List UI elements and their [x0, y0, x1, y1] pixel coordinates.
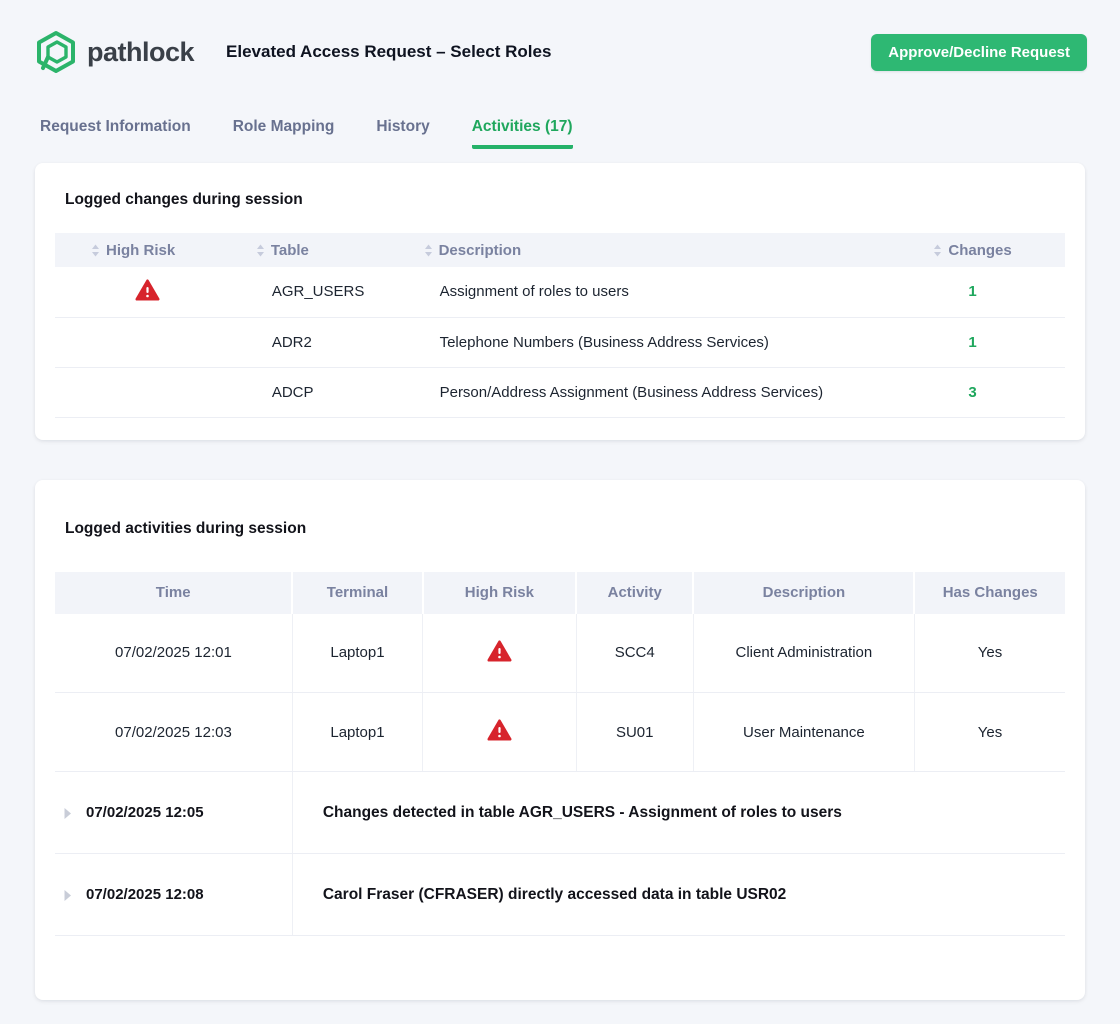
changes-header-high-risk[interactable]: High Risk: [55, 233, 240, 267]
high-risk-cell: [422, 613, 577, 693]
description-cell: Assignment of roles to users: [419, 267, 881, 318]
time-cell: 07/02/2025 12:03: [55, 692, 293, 772]
changes-header-changes[interactable]: Changes: [880, 233, 1065, 267]
table-name-cell: AGR_USERS: [239, 267, 420, 318]
event-time-label: 07/02/2025 12:05: [86, 804, 204, 821]
sort-icon: [91, 244, 100, 257]
event-message-cell[interactable]: Carol Fraser (CFRASER) directly accessed…: [291, 853, 1065, 936]
activities-header-high-risk: High Risk: [421, 571, 577, 614]
expand-chevron-right-icon[interactable]: [63, 889, 72, 902]
activities-header-description: Description: [692, 571, 915, 614]
high-risk-cell: [55, 267, 240, 318]
activities-header-activity: Activity: [575, 571, 694, 614]
logged-changes-table: High Risk Table: [55, 233, 1065, 418]
activity-code-cell: SCC4: [575, 613, 694, 693]
table-row: 07/02/2025 12:03 Laptop1 SU01 User Maint…: [55, 692, 1065, 772]
sort-icon: [933, 244, 942, 257]
logged-activities-card: Logged activities during session Time Te…: [35, 479, 1085, 1000]
changes-count-cell: 1: [880, 317, 1065, 368]
terminal-cell: Laptop1: [291, 613, 423, 693]
table-name-cell: ADR2: [239, 317, 420, 368]
terminal-cell: Laptop1: [291, 692, 423, 772]
event-time-label: 07/02/2025 12:08: [86, 886, 204, 903]
changes-count-cell: 3: [880, 367, 1065, 418]
changes-header-changes-label: Changes: [948, 241, 1012, 259]
high-risk-cell: [55, 367, 240, 418]
pathlock-logo: pathlock: [35, 30, 195, 74]
expand-chevron-right-icon[interactable]: [63, 807, 72, 820]
high-risk-cell: [422, 692, 577, 772]
time-cell: 07/02/2025 12:01: [55, 613, 293, 693]
changes-header-table[interactable]: Table: [239, 233, 420, 267]
high-risk-warning-icon: [135, 279, 160, 301]
logged-changes-card: Logged changes during session High Risk: [35, 163, 1085, 440]
changes-header-table-label: Table: [270, 241, 309, 259]
page-title: Elevated Access Request – Select Roles: [226, 42, 552, 61]
table-row: AGR_USERS Assignment of roles to users 1: [55, 267, 1065, 318]
description-cell: User Maintenance: [692, 692, 915, 772]
event-time-cell[interactable]: 07/02/2025 12:08: [55, 853, 293, 936]
logged-changes-title: Logged changes during session: [65, 191, 303, 208]
has-changes-cell: Yes: [913, 613, 1065, 693]
description-cell: Client Administration: [692, 613, 915, 693]
description-cell: Person/Address Assignment (Business Addr…: [419, 367, 881, 418]
activities-table-header-row: Time Terminal High Risk Activity Descrip…: [55, 571, 1065, 614]
tab-request-information[interactable]: Request Information: [40, 118, 191, 135]
table-row: 07/02/2025 12:01 Laptop1 SCC4 Client Adm…: [55, 613, 1065, 693]
logged-activities-title: Logged activities during session: [65, 519, 307, 537]
high-risk-cell: [55, 317, 240, 368]
tab-history[interactable]: History: [376, 118, 430, 135]
changes-header-description[interactable]: Description: [419, 233, 881, 267]
approve-decline-request-button[interactable]: Approve/Decline Request: [871, 33, 1087, 71]
table-row: ADR2 Telephone Numbers (Business Address…: [55, 317, 1065, 368]
event-time-cell[interactable]: 07/02/2025 12:05: [55, 771, 293, 854]
activities-header-terminal: Terminal: [291, 571, 423, 614]
table-row: ADCP Person/Address Assignment (Business…: [55, 367, 1065, 418]
logged-activities-table: Time Terminal High Risk Activity Descrip…: [55, 571, 1065, 936]
brand-name: pathlock: [87, 36, 195, 67]
has-changes-cell: Yes: [913, 692, 1065, 772]
activities-header-has-changes: Has Changes: [913, 571, 1065, 614]
tab-role-mapping[interactable]: Role Mapping: [232, 118, 335, 135]
tab-bar: Request Information Role Mapping History…: [0, 74, 1120, 149]
tab-activities[interactable]: Activities (17): [471, 118, 573, 149]
pathlock-hexagon-logo-icon: [35, 30, 77, 74]
changes-header-high-risk-label: High Risk: [106, 241, 176, 259]
expandable-event-row[interactable]: 07/02/2025 12:08 Carol Fraser (CFRASER) …: [55, 853, 1065, 936]
high-risk-warning-icon: [487, 640, 512, 662]
description-cell: Telephone Numbers (Business Address Serv…: [419, 317, 881, 368]
high-risk-warning-icon: [487, 719, 512, 741]
sort-icon: [424, 244, 433, 257]
sort-icon: [256, 244, 265, 257]
activities-header-time: Time: [55, 571, 293, 614]
changes-table-header-row: High Risk Table: [55, 233, 1065, 267]
expandable-event-row[interactable]: 07/02/2025 12:05 Changes detected in tab…: [55, 771, 1065, 854]
activity-code-cell: SU01: [575, 692, 694, 772]
table-name-cell: ADCP: [239, 367, 420, 418]
top-header: pathlock Elevated Access Request – Selec…: [0, 0, 1120, 74]
changes-count-cell: 1: [880, 267, 1065, 318]
changes-header-description-label: Description: [438, 241, 522, 259]
event-message-cell[interactable]: Changes detected in table AGR_USERS - As…: [291, 771, 1065, 854]
